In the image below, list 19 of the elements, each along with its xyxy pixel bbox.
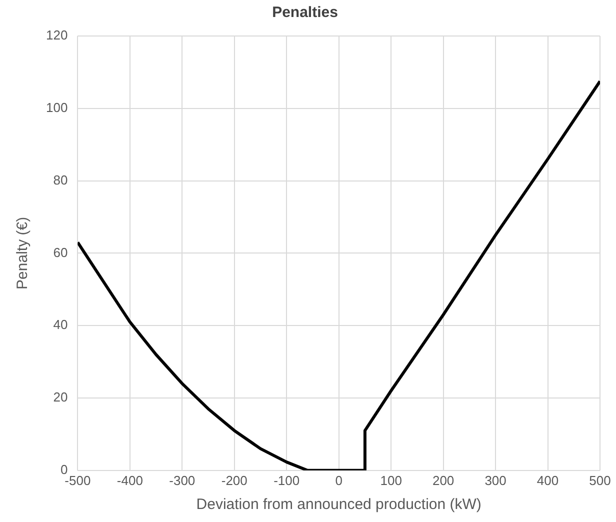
y-axis-title: Penalty (€) (14, 216, 32, 290)
x-tick-label: -300 (169, 472, 196, 488)
x-tick-label: 100 (380, 472, 402, 488)
x-tick-label: 200 (432, 472, 454, 488)
y-tick-label: 120 (46, 28, 68, 43)
y-tick-label: 40 (53, 317, 68, 332)
y-tick-label: 20 (53, 390, 68, 405)
x-tick-label: -400 (116, 472, 143, 488)
chart-title: Penalties (272, 4, 338, 22)
x-tick-label: 400 (536, 472, 559, 488)
y-tick-label: 100 (46, 100, 68, 115)
x-tick-label: -100 (274, 472, 300, 488)
y-tick-label: 60 (53, 244, 68, 260)
y-tick-label: 80 (53, 172, 68, 188)
x-tick-label: 500 (589, 472, 611, 488)
x-tick-label: 300 (484, 472, 506, 488)
x-axis-title: Deviation from announced production (kW) (196, 496, 482, 514)
x-tick-label: -200 (221, 472, 248, 488)
x-tick-label: 0 (335, 472, 342, 488)
